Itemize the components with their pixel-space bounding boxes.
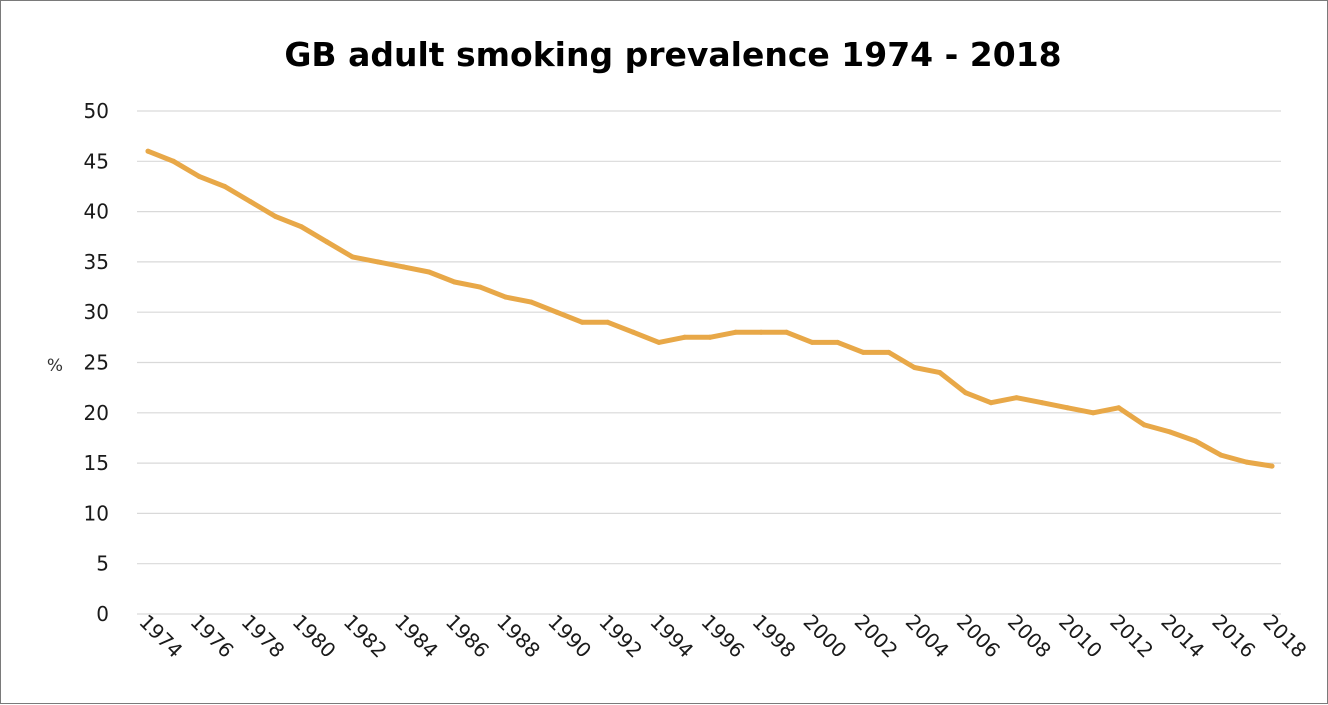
x-tick-label: 1998 <box>748 610 801 663</box>
y-tick-label: 25 <box>84 351 109 375</box>
series-layer <box>145 148 1275 469</box>
x-tick-label: 1992 <box>594 610 647 663</box>
y-tick-label: 15 <box>84 451 109 475</box>
data-point <box>1141 422 1147 428</box>
data-point <box>682 334 687 340</box>
data-point <box>1192 438 1198 444</box>
data-point <box>809 339 815 345</box>
x-tick-label: 1982 <box>339 610 392 663</box>
data-point <box>1244 459 1249 465</box>
data-point <box>630 329 636 335</box>
x-tick-label: 1978 <box>237 610 290 663</box>
y-tick-label: 50 <box>84 99 109 123</box>
data-point <box>452 279 457 285</box>
x-tick-label: 2002 <box>850 610 903 663</box>
data-point <box>1218 452 1224 458</box>
data-point <box>1116 405 1122 411</box>
y-tick-label: 10 <box>84 501 109 525</box>
data-point <box>477 284 483 290</box>
x-tick-label: 2000 <box>799 610 852 663</box>
x-tick-label: 2018 <box>1258 610 1311 663</box>
data-point <box>886 349 892 355</box>
data-point <box>528 299 534 305</box>
y-tick-label: 20 <box>84 401 109 425</box>
data-point <box>579 319 585 325</box>
x-tick-label: 2016 <box>1207 610 1260 663</box>
x-tick-label: 1994 <box>645 610 698 663</box>
data-point <box>1065 405 1071 411</box>
data-point <box>937 370 943 376</box>
y-tick-label: 0 <box>96 602 109 626</box>
data-point <box>426 269 432 275</box>
data-point <box>1014 395 1019 401</box>
y-axis-label: % <box>47 356 63 376</box>
data-point <box>605 319 611 325</box>
data-point <box>1090 410 1096 416</box>
x-tick-label: 1990 <box>543 610 596 663</box>
data-point <box>758 329 764 335</box>
grid-lines <box>137 110 1281 615</box>
data-point <box>349 254 355 260</box>
data-point <box>988 400 994 406</box>
x-tick-label: 2010 <box>1054 610 1107 663</box>
data-point <box>375 259 381 265</box>
data-point <box>196 173 202 179</box>
x-tick-label: 2006 <box>952 610 1005 663</box>
x-tick-label: 1976 <box>186 610 239 663</box>
data-point <box>835 339 841 345</box>
data-point <box>324 239 330 245</box>
y-tick-label: 40 <box>84 200 109 224</box>
data-point <box>1167 429 1173 435</box>
data-point <box>656 339 662 345</box>
x-tick-label: 2008 <box>1003 610 1056 663</box>
data-point <box>1039 400 1045 406</box>
data-point <box>222 183 228 189</box>
data-point <box>963 390 968 396</box>
y-tick-labels: 0 5 10 15 20 25 30 35 40 45 50 <box>84 99 109 626</box>
data-point <box>171 158 176 164</box>
data-point <box>860 349 866 355</box>
x-tick-label: 2014 <box>1156 610 1209 663</box>
x-tick-label: 1980 <box>288 610 341 663</box>
x-tick-label: 1984 <box>390 610 443 663</box>
y-tick-label: 30 <box>84 300 109 324</box>
data-point <box>733 329 738 335</box>
y-tick-label: 5 <box>96 552 109 576</box>
data-point <box>401 264 406 270</box>
x-tick-labels: 1974197619781980198219841986198819901992… <box>134 610 1311 663</box>
data-point <box>1269 463 1275 469</box>
data-point <box>784 329 790 335</box>
y-tick-label: 45 <box>84 149 109 173</box>
data-point <box>911 365 917 370</box>
y-tick-label: 35 <box>84 250 109 274</box>
data-point <box>273 214 279 220</box>
x-tick-label: 1996 <box>696 610 749 663</box>
data-point <box>145 148 151 154</box>
x-tick-label: 1986 <box>441 610 494 663</box>
data-point <box>503 294 509 300</box>
data-point <box>247 199 253 204</box>
x-tick-label: 1988 <box>492 610 545 663</box>
series-line <box>145 148 1275 469</box>
x-tick-label: 2012 <box>1105 610 1158 663</box>
data-point <box>707 334 713 340</box>
x-tick-label: 2004 <box>901 610 954 663</box>
x-tick-label: 1974 <box>134 610 187 663</box>
chart-title: GB adult smoking prevalence 1974 - 2018 <box>284 35 1061 74</box>
data-point <box>554 309 560 315</box>
data-point <box>298 224 304 230</box>
